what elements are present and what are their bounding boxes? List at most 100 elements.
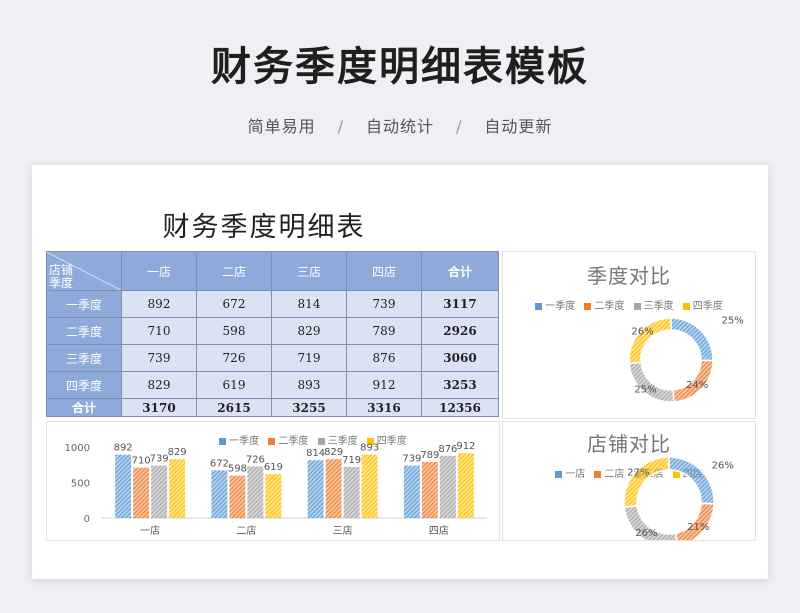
- donut-slice: [628, 317, 672, 365]
- legend-item: 二季度: [584, 297, 624, 312]
- x-tick-label: 一店: [140, 524, 160, 537]
- column-header-total[interactable]: 合计: [421, 251, 499, 291]
- table-cell[interactable]: 726: [196, 344, 272, 372]
- footer-cell[interactable]: 3316: [346, 398, 422, 417]
- bar-chart-panel[interactable]: 一季度 二季度 三季度 四季度 0 500 1000 892 710 739 829 一店 67…: [46, 421, 500, 541]
- legend-label: 三季度: [643, 301, 674, 312]
- quarter-chart-panel[interactable]: 季度对比 一季度 二季度 三季度 四季度 25% 24% 25% 26%: [502, 251, 756, 419]
- footer-cell[interactable]: 3255: [271, 398, 347, 417]
- legend-swatch: [672, 470, 680, 478]
- table-cell[interactable]: 719: [271, 344, 347, 372]
- table-cell[interactable]: 912: [346, 371, 422, 399]
- table-cell[interactable]: 598: [196, 317, 272, 345]
- row-header[interactable]: 一季度: [46, 290, 122, 318]
- bar-data-label: 893: [360, 443, 379, 454]
- legend-label: 二季度: [278, 436, 309, 447]
- table-row: 一季度 892 672 814 739 3117: [46, 290, 499, 318]
- legend-label: 二季度: [594, 301, 625, 312]
- table-cell[interactable]: 619: [196, 371, 272, 399]
- legend-swatch: [219, 437, 227, 445]
- legend-label: 一季度: [545, 301, 576, 312]
- store-chart-panel[interactable]: 店铺对比 一店 二店 三店 四店 26%21%26%27%: [502, 421, 756, 541]
- donut-slice: [670, 317, 714, 362]
- feature-tag: 自动更新: [484, 117, 553, 136]
- table-cell[interactable]: 814: [271, 290, 347, 318]
- footer-grand-total[interactable]: 12356: [421, 398, 499, 417]
- corner-label-bottom: 店铺 季度: [49, 264, 73, 290]
- row-header[interactable]: 三季度: [46, 344, 122, 372]
- bar-data-label: 719: [342, 455, 361, 466]
- table-row: 三季度 739 726 719 876 3060: [46, 344, 499, 372]
- quarter-donut-chart: 25% 24% 25% 26%: [628, 316, 744, 403]
- table-cell[interactable]: 892: [121, 290, 197, 318]
- column-header[interactable]: 二店: [196, 251, 272, 291]
- table-cell[interactable]: 829: [121, 371, 197, 399]
- legend-item: 四季度: [682, 297, 723, 312]
- legend-label: 一季度: [229, 436, 260, 447]
- bar-data-label: 710: [132, 456, 151, 467]
- corner-label-quarter: 季度: [49, 276, 74, 290]
- bar-data-label: 739: [402, 454, 421, 465]
- bar: [325, 459, 342, 518]
- store-chart-title: 店铺对比: [587, 432, 671, 456]
- spreadsheet-preview: 财务季度明细表 店铺 季度 一店 二店 三店 四店 合计: [32, 165, 768, 579]
- x-tick-label: 四店: [429, 524, 449, 537]
- bar-data-label: 726: [246, 454, 265, 465]
- table-cell[interactable]: 710: [121, 317, 197, 345]
- legend-swatch: [555, 470, 563, 478]
- quarter-chart-title: 季度对比: [587, 264, 671, 288]
- donut-data-label: 21%: [687, 522, 709, 533]
- legend-label: 二店: [604, 469, 625, 480]
- footer-label[interactable]: 合计: [46, 398, 122, 417]
- row-header[interactable]: 二季度: [46, 317, 122, 345]
- bar-data-label: 739: [150, 454, 169, 465]
- column-header[interactable]: 三店: [271, 251, 347, 291]
- row-total-cell[interactable]: 2926: [421, 317, 499, 345]
- footer-cell[interactable]: 3170: [121, 398, 197, 417]
- legend-item: 二店: [594, 465, 624, 480]
- corner-label-store: 店铺: [49, 263, 74, 277]
- page-title: 财务季度明细表模板: [211, 44, 589, 90]
- table-cell[interactable]: 893: [271, 371, 347, 399]
- legend-swatch: [317, 437, 325, 445]
- table-cell[interactable]: 739: [346, 290, 422, 318]
- donut-data-label: 25%: [634, 384, 656, 395]
- bar: [133, 467, 150, 518]
- sheet-title: 财务季度明细表: [162, 212, 366, 243]
- donut-slice: [623, 456, 670, 509]
- bar: [361, 454, 378, 518]
- legend-label: 三季度: [327, 436, 358, 447]
- table-cell[interactable]: 876: [346, 344, 422, 372]
- tag-separator: /: [337, 117, 344, 136]
- bar: [403, 465, 420, 518]
- bar-data-label: 672: [210, 458, 229, 469]
- feature-tag: 简单易用: [247, 117, 316, 136]
- y-tick-label: 0: [84, 514, 90, 525]
- row-total-cell[interactable]: 3117: [421, 290, 499, 318]
- table-cell[interactable]: 829: [271, 317, 347, 345]
- table-cell[interactable]: 672: [196, 290, 272, 318]
- x-tick-label: 三店: [333, 524, 353, 537]
- footer-cell[interactable]: 2615: [196, 398, 272, 417]
- bar: [169, 459, 186, 518]
- table-cell[interactable]: 739: [121, 344, 197, 372]
- feature-tags: 简单易用 / 自动统计 / 自动更新: [0, 113, 800, 137]
- legend-label: 四季度: [376, 436, 407, 447]
- column-header[interactable]: 一店: [121, 251, 197, 291]
- bar-data-label: 829: [324, 447, 343, 458]
- bar: [439, 455, 456, 518]
- bar-data-label: 814: [306, 448, 325, 459]
- column-header[interactable]: 四店: [346, 251, 422, 291]
- bar: [265, 474, 282, 518]
- row-total-cell[interactable]: 3060: [421, 344, 499, 372]
- row-total-cell[interactable]: 3253: [421, 371, 499, 399]
- y-tick-label: 1000: [65, 443, 90, 454]
- table-cell[interactable]: 789: [346, 317, 422, 345]
- legend-label: 四季度: [692, 301, 723, 312]
- y-tick-label: 500: [71, 479, 90, 490]
- row-header[interactable]: 四季度: [46, 371, 122, 399]
- bar-data-label: 892: [114, 443, 133, 454]
- legend-swatch: [682, 302, 690, 310]
- corner-cell[interactable]: 店铺 季度: [46, 251, 122, 291]
- bar: [421, 461, 438, 518]
